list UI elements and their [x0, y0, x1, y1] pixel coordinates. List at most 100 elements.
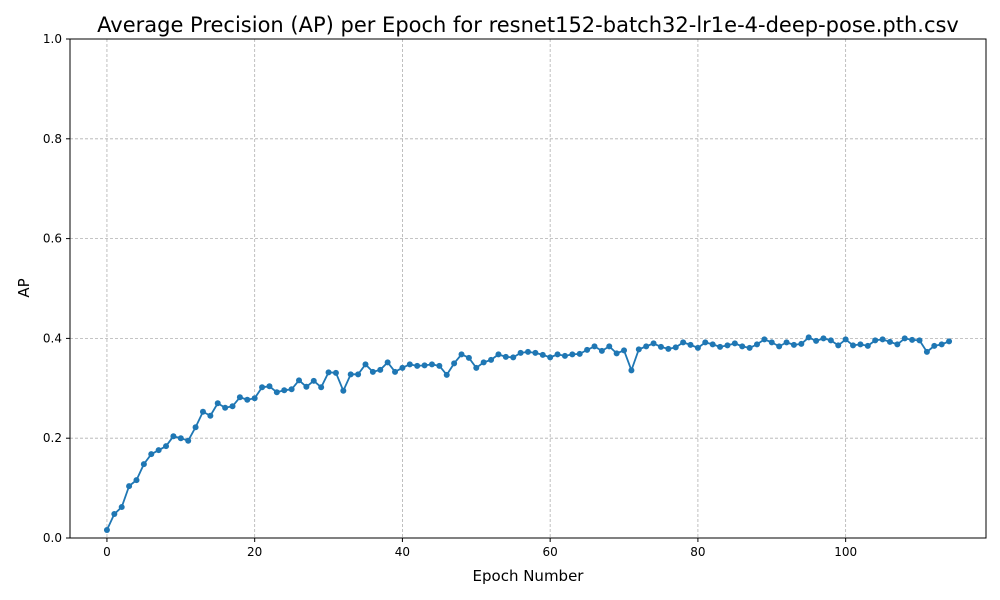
data-point — [502, 353, 509, 360]
data-point — [111, 511, 118, 518]
data-point — [288, 386, 295, 393]
data-point — [554, 351, 561, 358]
data-point — [717, 343, 724, 350]
data-point — [340, 387, 347, 394]
data-point — [303, 383, 310, 390]
data-point — [443, 371, 450, 378]
series-ap — [103, 334, 953, 534]
data-point — [318, 384, 325, 391]
data-point — [857, 341, 864, 348]
data-point — [680, 339, 687, 346]
data-point — [451, 360, 458, 367]
data-point — [355, 371, 362, 378]
x-tick-label: 100 — [834, 545, 857, 559]
data-point — [133, 477, 140, 484]
data-point — [140, 461, 147, 468]
x-axis-label: Epoch Number — [473, 567, 585, 585]
data-point — [229, 403, 236, 410]
data-point — [251, 395, 258, 402]
data-point — [207, 412, 214, 419]
data-point — [591, 343, 598, 350]
data-point — [687, 341, 694, 348]
data-point — [199, 408, 206, 415]
data-point — [384, 359, 391, 366]
y-tick-label: 0.8 — [43, 132, 62, 146]
data-point — [436, 362, 443, 369]
data-point — [694, 344, 701, 351]
y-tick-label: 0.4 — [43, 331, 62, 345]
data-point — [820, 335, 827, 342]
data-point — [163, 443, 170, 450]
data-point — [628, 367, 635, 374]
plot-frame — [69, 38, 987, 539]
data-point — [347, 371, 354, 378]
data-point — [399, 364, 406, 371]
data-point — [414, 362, 421, 369]
data-point — [894, 341, 901, 348]
data-point — [872, 337, 879, 344]
data-point — [428, 361, 435, 368]
data-point — [923, 348, 930, 355]
data-point — [517, 349, 524, 356]
y-tick-label: 0.0 — [43, 531, 62, 545]
data-point — [325, 369, 332, 376]
data-point — [510, 354, 517, 361]
y-tick-label: 0.6 — [43, 232, 62, 246]
x-tick-label: 40 — [395, 545, 410, 559]
data-point — [790, 341, 797, 348]
data-point — [236, 394, 243, 401]
data-point — [458, 351, 465, 358]
data-point — [273, 389, 280, 396]
data-point — [886, 338, 893, 345]
data-point — [702, 339, 709, 346]
data-point — [850, 342, 857, 349]
data-point — [369, 368, 376, 375]
data-point — [805, 334, 812, 341]
data-point — [931, 342, 938, 349]
data-point — [909, 336, 916, 343]
data-point — [768, 339, 775, 346]
data-point — [635, 346, 642, 353]
data-point — [650, 340, 657, 347]
data-point — [310, 377, 317, 384]
data-point — [392, 368, 399, 375]
data-point — [672, 344, 679, 351]
data-point — [155, 447, 162, 454]
data-point — [916, 337, 923, 344]
data-point — [126, 483, 133, 490]
y-axis-label: AP — [15, 278, 33, 297]
data-point — [606, 343, 613, 350]
data-point — [525, 348, 531, 355]
data-point — [657, 343, 664, 350]
x-tick-label: 20 — [247, 545, 262, 559]
data-point — [177, 435, 184, 442]
data-point — [465, 354, 472, 361]
data-point — [473, 364, 480, 371]
data-point — [946, 338, 953, 345]
y-tick-label: 1.0 — [43, 32, 62, 46]
data-point — [569, 351, 576, 358]
data-point — [244, 396, 251, 403]
data-point — [480, 359, 487, 366]
data-point — [754, 341, 760, 348]
data-point — [192, 424, 199, 431]
data-point — [406, 361, 413, 368]
data-point — [938, 341, 945, 348]
chart-title: Average Precision (AP) per Epoch for res… — [97, 13, 959, 37]
data-point — [598, 347, 605, 354]
data-point — [222, 404, 229, 411]
data-point — [495, 351, 502, 358]
data-point — [643, 343, 650, 350]
x-tick-label: 80 — [690, 545, 705, 559]
data-point — [377, 366, 384, 373]
data-point — [214, 400, 221, 407]
data-point — [539, 351, 546, 358]
x-tick-label: 0 — [103, 545, 111, 559]
grid-lines — [70, 38, 986, 539]
data-point — [798, 340, 805, 347]
data-point — [731, 340, 738, 347]
data-point — [547, 354, 554, 361]
data-point — [259, 384, 266, 391]
data-point — [709, 341, 716, 348]
